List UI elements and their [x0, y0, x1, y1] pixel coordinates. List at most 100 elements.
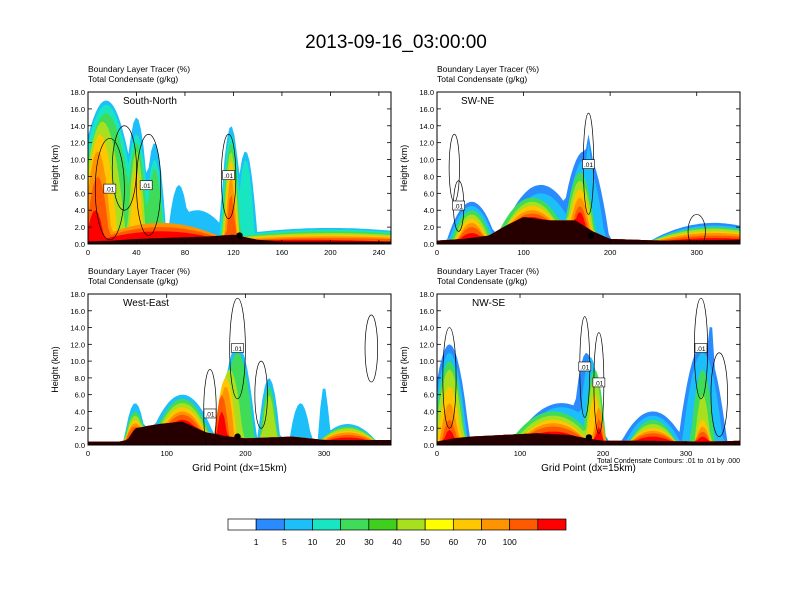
plot-frame: [436, 91, 741, 245]
condensate-contour: [220, 133, 237, 220]
colorbar-label: 50: [420, 537, 430, 547]
panel-title-line2: Total Condensate (g/kg): [88, 74, 178, 84]
shaded-field: [437, 297, 740, 445]
figure-title: 2013-09-16_03:00:00: [305, 32, 487, 53]
y-tick-label: 2.0: [75, 223, 85, 232]
colorbar-box: [481, 518, 511, 531]
x-tick-label: 100: [160, 449, 173, 458]
x-tick-label: 100: [514, 449, 527, 458]
contour-label-box: [694, 343, 708, 353]
panel-nw-se: .01 .01 .01 0.0 2.0 4.0 6.0 8.0 10.0 12.0 14.0 16.0…: [399, 266, 741, 474]
y-tick-label: 16.0: [419, 105, 434, 114]
contour-label: .01: [233, 346, 242, 353]
panel-label: West-East: [123, 298, 169, 309]
terrain: [88, 234, 391, 244]
contour-label-box: [103, 183, 117, 194]
condensate-contour: [254, 360, 268, 429]
y-tick-label: 18.0: [419, 88, 434, 97]
plot-frame: [87, 293, 392, 446]
x-tick-label: 160: [276, 248, 289, 257]
y-tick-label: 4.0: [424, 206, 434, 215]
shading-level-6: [88, 176, 391, 244]
shaded-field: [437, 112, 740, 244]
contour-label-box: [578, 361, 592, 372]
panel-title-line2: Total Condensate (g/kg): [88, 276, 178, 286]
terrain: [437, 217, 740, 244]
x-tick-label: 200: [597, 449, 610, 458]
colorbar-label: 40: [392, 537, 402, 547]
y-tick-label: 16.0: [419, 307, 434, 316]
contour-label: .01: [205, 411, 214, 418]
y-tick-label: 10.0: [70, 357, 85, 366]
panel-label: SW-NE: [461, 96, 494, 107]
x-tick-label: 200: [239, 449, 252, 458]
colorbar-box: [283, 518, 313, 531]
contour-label-box: [222, 170, 235, 180]
x-tick-label: 300: [318, 449, 331, 458]
colorbar-box: [509, 518, 539, 531]
location-marker: [585, 434, 593, 441]
contour-label: .01: [584, 162, 593, 169]
contour-label: .01: [105, 187, 114, 194]
panel-title-line2: Total Condensate (g/kg): [437, 74, 527, 84]
y-tick-label: 2.0: [424, 223, 434, 232]
y-tick-label: 0.0: [75, 240, 85, 249]
x-tick-label: 200: [324, 248, 337, 257]
plot-frame: [436, 293, 741, 446]
y-tick-label: 0.0: [75, 441, 85, 450]
y-tick-label: 8.0: [75, 172, 85, 181]
y-tick-label: 8.0: [424, 374, 434, 383]
colorbar-label: 5: [282, 537, 287, 547]
y-tick-label: 14.0: [419, 324, 434, 333]
colorbar-label: 100: [503, 537, 517, 547]
x-tick-label: 300: [690, 248, 703, 257]
x-tick-label: 0: [435, 248, 439, 257]
contour-label: .01: [696, 346, 705, 353]
condensate-contour: [693, 297, 708, 400]
panel-label: NW-SE: [472, 298, 505, 309]
panel-south-north: .01 .01 .01 0.0 2.0 4.0 6.0 8.0 10.0 12.0 14.0 16.0…: [50, 64, 392, 257]
colorbar-label: 1: [254, 537, 259, 547]
colorbar-label: 30: [364, 537, 374, 547]
contour-label-box: [203, 408, 217, 419]
colorbar-label: 60: [449, 537, 459, 547]
condensate-contour: [111, 125, 137, 211]
colorbar: 1 5 10 20 30 40 50 60 70 100: [227, 518, 567, 547]
y-tick-label: 18.0: [419, 290, 434, 299]
condensate-contour: [136, 133, 162, 236]
colorbar-box: [537, 518, 567, 531]
colorbar-box: [396, 518, 426, 531]
shading-level-0: [88, 100, 391, 244]
condensate-contour: [94, 138, 125, 241]
location-marker: [587, 232, 595, 239]
y-tick-label: 6.0: [75, 391, 85, 400]
y-axis-label: Height (km): [399, 145, 409, 192]
y-tick-label: 8.0: [75, 374, 85, 383]
panel-sw-ne: .01 .01 0.0 2.0 4.0 6.0 8.0 10.0 12.0 14.0 16.0 18.…: [399, 64, 741, 257]
y-axis-label: Height (km): [399, 346, 409, 393]
x-axis-label: Grid Point (dx=15km): [541, 463, 636, 474]
y-axis-label: Height (km): [50, 346, 60, 393]
contour-label-box: [139, 180, 153, 191]
y-tick-label: 12.0: [419, 340, 434, 349]
y-tick-label: 12.0: [419, 139, 434, 148]
y-tick-label: 14.0: [419, 122, 434, 131]
colorbar-box: [340, 518, 370, 531]
y-tick-label: 4.0: [75, 407, 85, 416]
contour-label: .01: [594, 380, 603, 387]
contour-label-box: [231, 343, 244, 353]
x-tick-label: 40: [132, 248, 140, 257]
panel-title-line1: Boundary Layer Tracer (%): [88, 266, 190, 276]
colorbar-box: [452, 518, 482, 531]
y-tick-label: 2.0: [424, 424, 434, 433]
colorbar-label: 20: [336, 537, 346, 547]
y-tick-label: 10.0: [70, 156, 85, 165]
contour-label: .01: [224, 173, 233, 180]
condensate-contour: [710, 352, 728, 437]
plot-frame: [87, 91, 392, 245]
y-axis-label: Height (km): [50, 145, 60, 192]
x-tick-label: 240: [373, 248, 386, 257]
shaded-field: [88, 297, 391, 445]
contour-label: .01: [580, 364, 589, 371]
